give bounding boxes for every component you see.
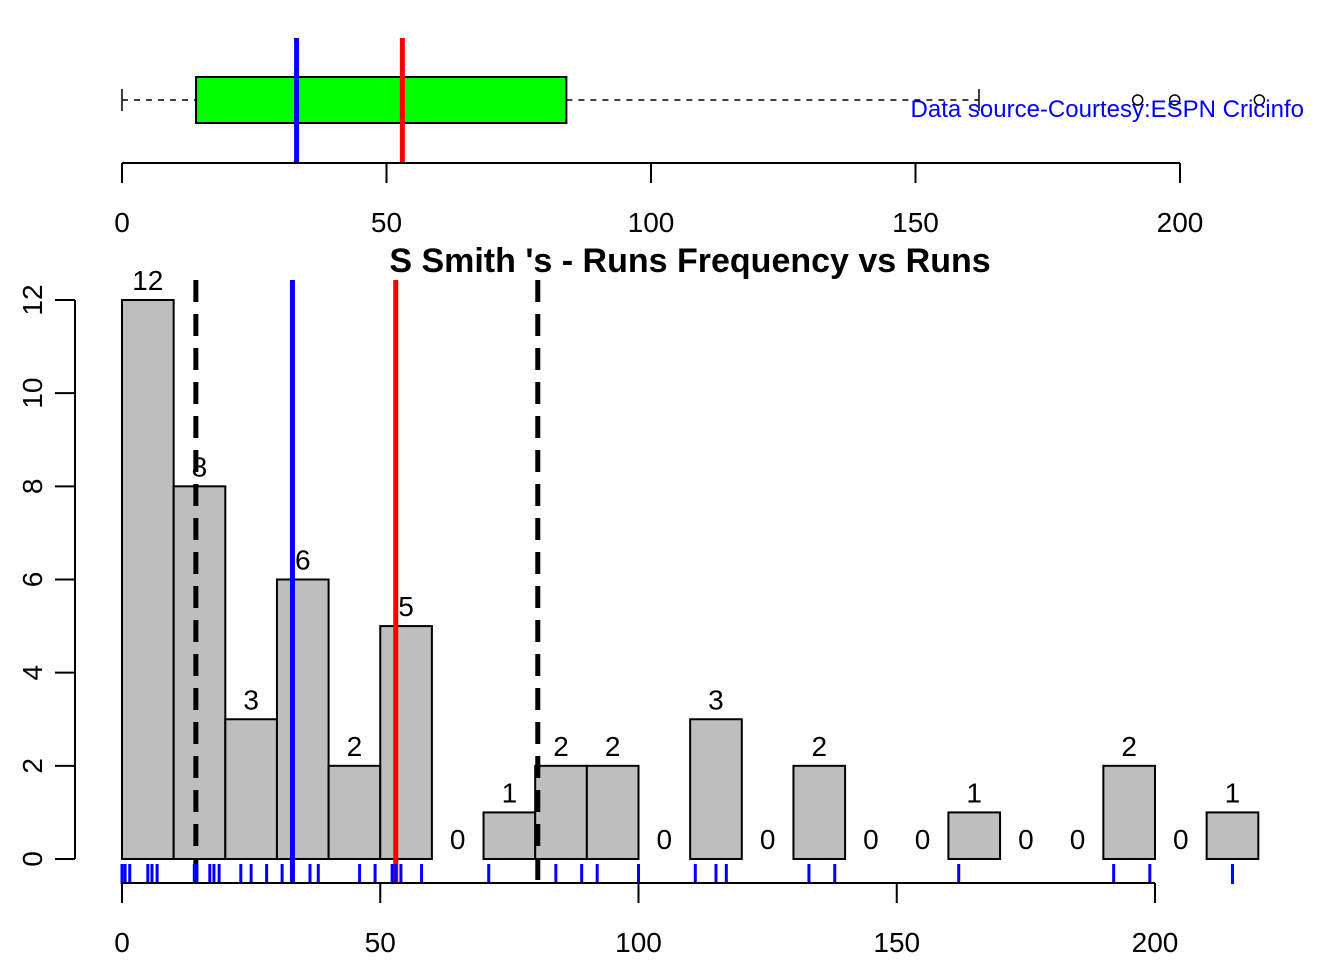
bar	[275, 578, 330, 860]
bar-label: 12	[132, 265, 163, 296]
x-tick-label: 50	[371, 207, 402, 238]
bar-label: 0	[863, 824, 879, 855]
bar-label: 1	[966, 777, 982, 808]
bar	[121, 299, 175, 860]
box	[195, 76, 568, 124]
x-tick-label: 100	[628, 207, 675, 238]
bar-label: 3	[243, 684, 259, 715]
bar-label: 2	[347, 731, 363, 762]
bar-label: 2	[605, 731, 621, 762]
y-tick-label: 12	[17, 284, 48, 315]
bar-label: 0	[1070, 824, 1086, 855]
bar-label: 6	[295, 545, 311, 576]
x-tick-label: 100	[615, 927, 662, 958]
bar-label: 2	[1121, 731, 1137, 762]
x-tick-label: 50	[365, 927, 396, 958]
bar	[172, 485, 227, 860]
bar	[327, 764, 382, 860]
y-tick-label: 6	[17, 572, 48, 588]
bar	[689, 718, 743, 860]
bar-label: 0	[1173, 824, 1189, 855]
bar-label: 0	[657, 824, 673, 855]
y-tick-label: 8	[17, 479, 48, 495]
bar	[379, 625, 433, 860]
bar	[792, 764, 847, 860]
bar	[947, 811, 1002, 861]
bar	[224, 718, 278, 860]
x-tick-label: 200	[1132, 927, 1179, 958]
bar-label: 1	[502, 777, 518, 808]
bar-label: 3	[708, 684, 724, 715]
bar	[585, 764, 640, 860]
y-tick-label: 0	[17, 851, 48, 867]
bar	[534, 764, 588, 860]
x-tick-label: 150	[873, 927, 920, 958]
y-tick-label: 10	[17, 378, 48, 409]
bar-label: 0	[450, 824, 466, 855]
bar-label: 2	[811, 731, 827, 762]
y-tick-label: 4	[17, 665, 48, 681]
bar	[1205, 811, 1260, 861]
bar	[1102, 764, 1156, 860]
x-tick-label: 200	[1157, 207, 1204, 238]
outlier	[1131, 94, 1144, 106]
annotation: Data source-Courtesy:ESPN Cricinfo	[911, 96, 1304, 123]
bar	[482, 811, 537, 861]
bar-label: 0	[1018, 824, 1034, 855]
y-tick-label: 2	[17, 758, 48, 774]
chart-title: S Smith 's - Runs Frequency vs Runs	[389, 242, 990, 280]
outlier	[1168, 94, 1181, 106]
x-tick-label: 150	[892, 207, 939, 238]
bar-label: 5	[398, 591, 414, 622]
outlier	[1253, 94, 1266, 106]
x-tick-label: 0	[114, 207, 130, 238]
bar-label: 2	[553, 731, 569, 762]
bar-label: 0	[915, 824, 931, 855]
bar-label: 0	[760, 824, 776, 855]
bar-label: 1	[1225, 777, 1241, 808]
x-tick-label: 0	[114, 927, 130, 958]
